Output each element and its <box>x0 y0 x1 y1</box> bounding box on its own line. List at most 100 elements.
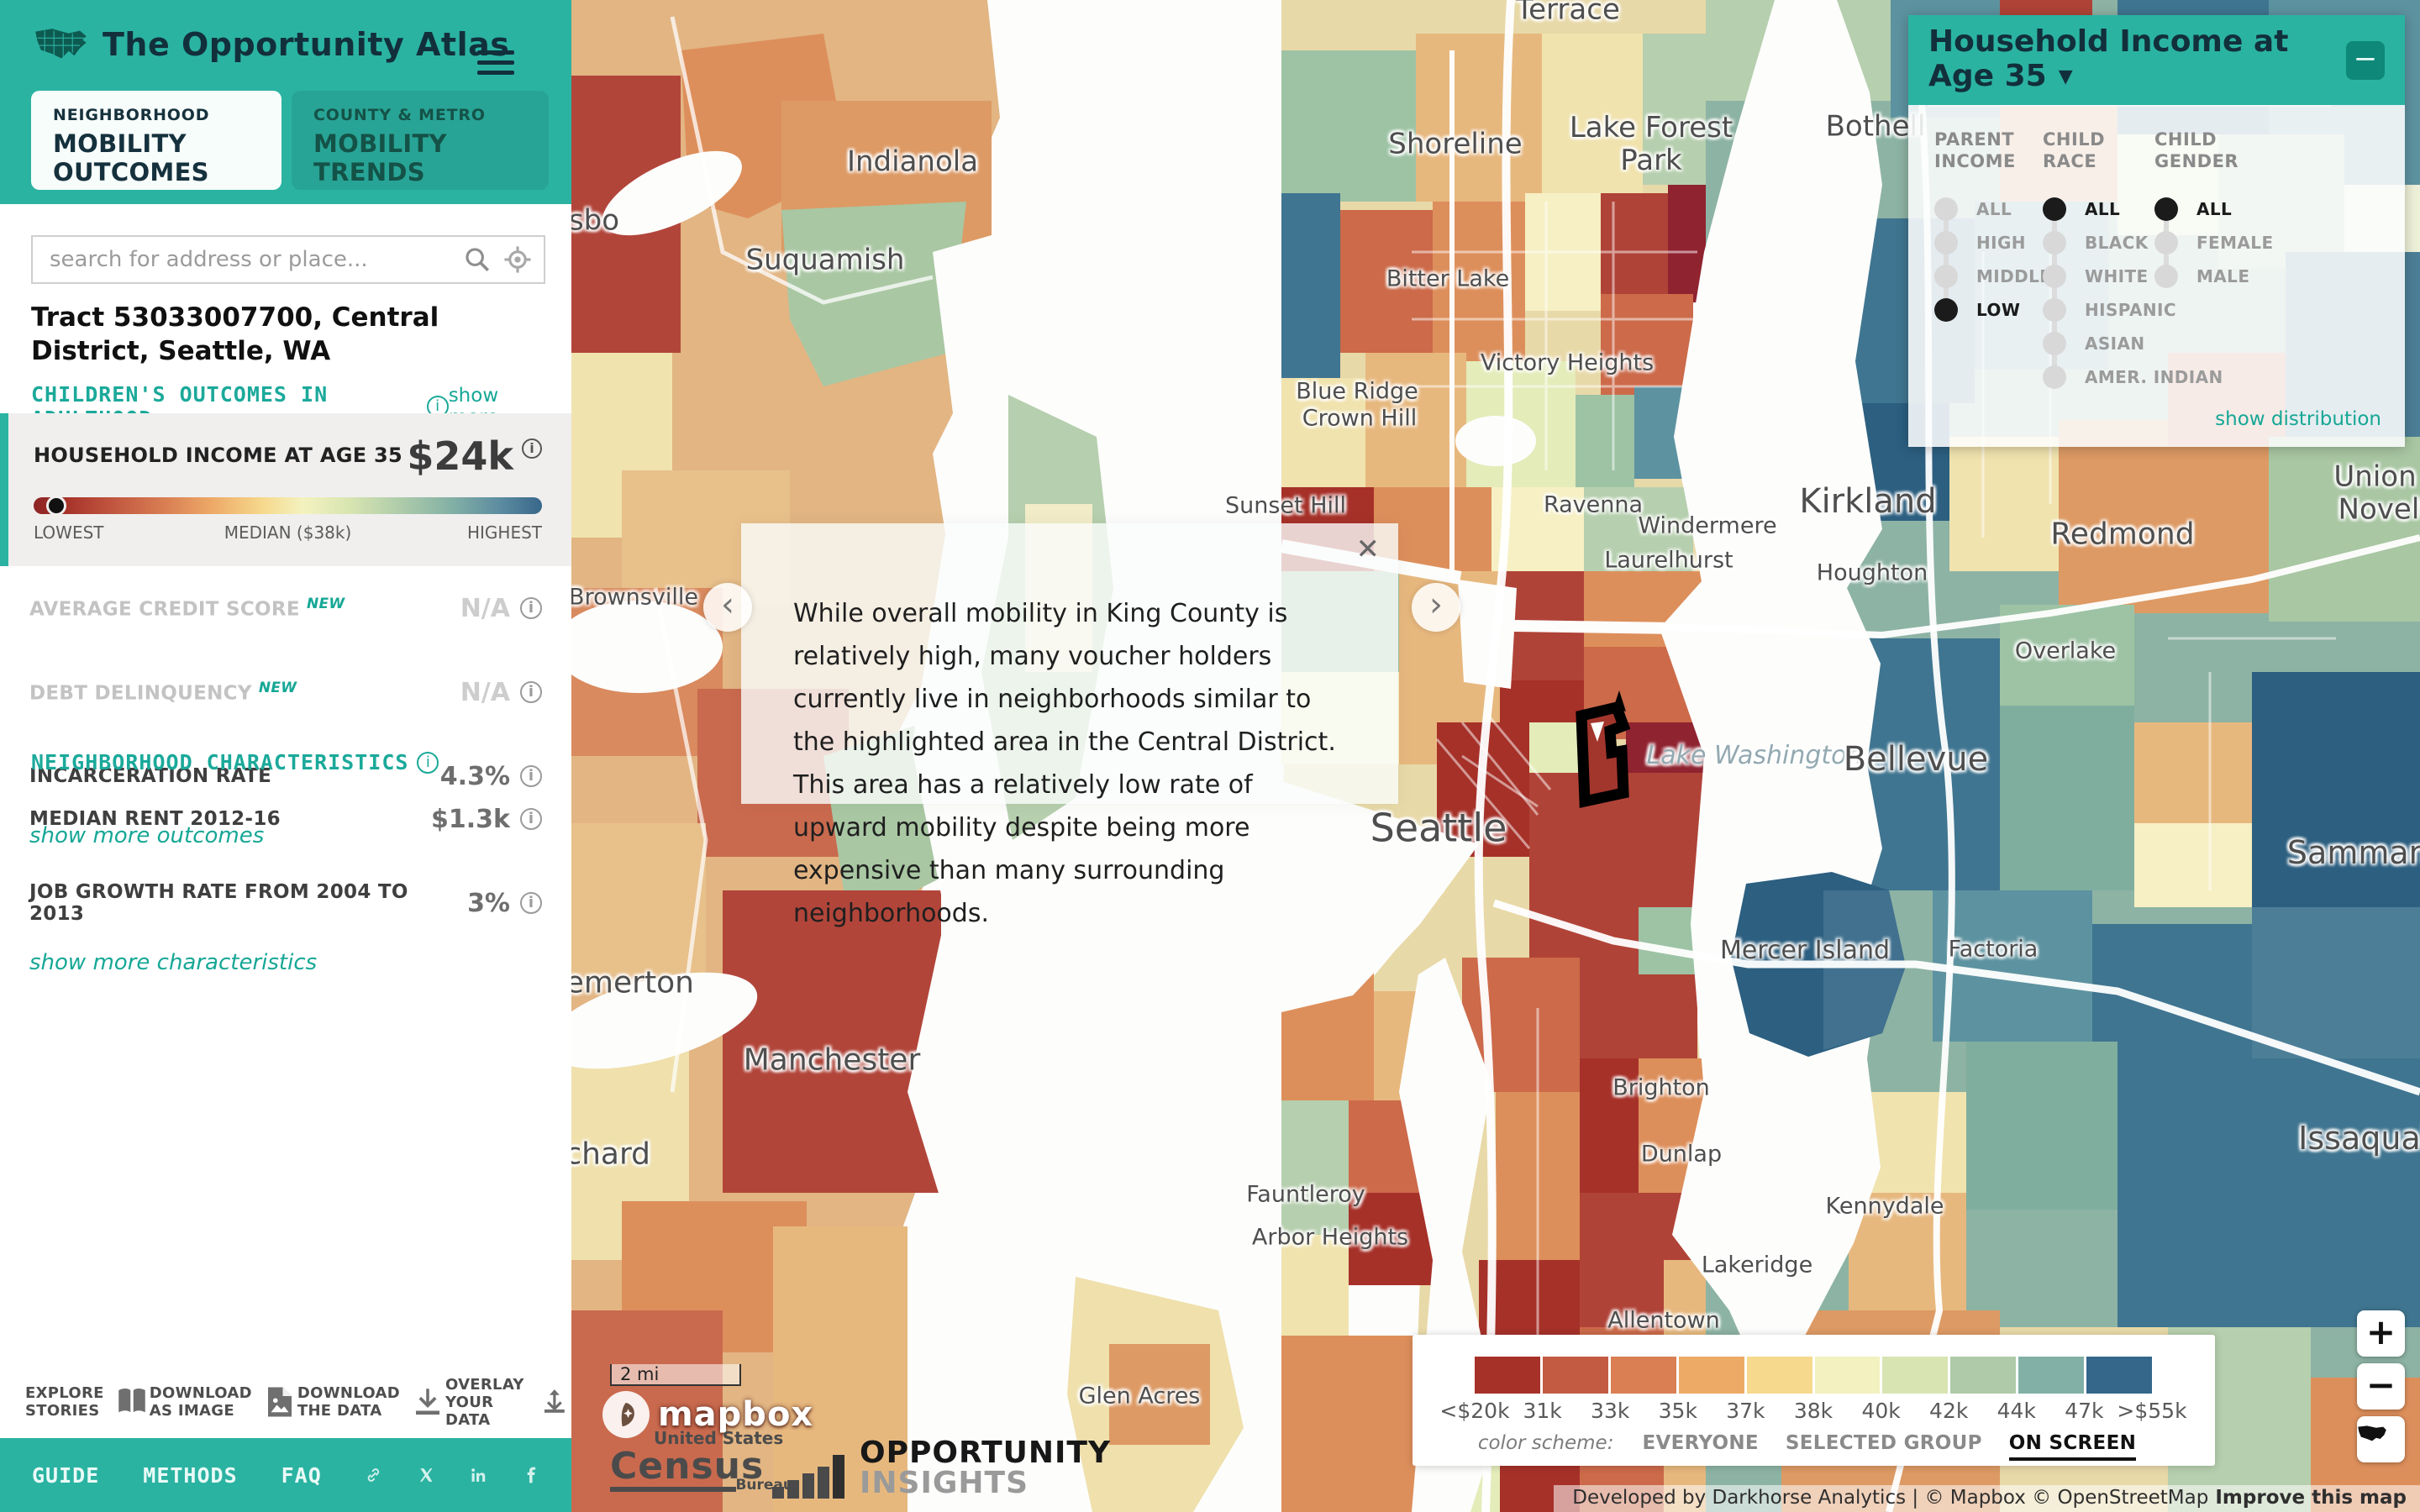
footer-link-methods[interactable]: METHODS <box>143 1462 238 1488</box>
info-icon[interactable]: i <box>520 808 542 830</box>
metric-row[interactable]: INCARCERATION RATE 4.3% i <box>0 734 571 818</box>
sidebar-footer: GUIDE METHODS FAQ <box>0 1438 571 1512</box>
slider-dot[interactable] <box>46 496 67 516</box>
filter-option-low[interactable]: LOW <box>1934 293 2051 327</box>
filter-option-all[interactable]: ALL <box>2043 192 2223 226</box>
show-more-outcomes-link[interactable]: show more outcomes <box>29 823 265 848</box>
legend-tick: 44k <box>1996 1399 2036 1423</box>
show-distribution-link[interactable]: show distribution <box>2215 408 2381 430</box>
improve-map-link[interactable]: Improve this map <box>2215 1487 2407 1509</box>
info-icon[interactable]: i <box>522 438 542 459</box>
filter-rail <box>2052 201 2057 377</box>
metric-filter-panel: Household Income at Age 35 ▼ − PARENT INC… <box>1908 15 2405 447</box>
info-icon[interactable]: i <box>520 681 542 703</box>
filter-option-all[interactable]: ALL <box>2154 192 2274 226</box>
menu-icon[interactable] <box>477 50 514 77</box>
filter-option-amer-indian[interactable]: AMER. INDIAN <box>2043 360 2223 394</box>
radio-dot <box>1934 265 1958 288</box>
color-scheme-option-selected-group[interactable]: SELECTED GROUP <box>1785 1432 1982 1454</box>
metric-value: 3% i <box>467 889 542 918</box>
zoom-out-button[interactable]: − <box>2357 1363 2405 1410</box>
metric-label: JOB GROWTH RATE FROM 2004 TO 2013 <box>29 881 408 925</box>
link-icon[interactable] <box>366 1460 381 1490</box>
legend-tick: 31k <box>1523 1399 1562 1423</box>
info-icon[interactable]: i <box>520 892 542 914</box>
color-scheme-label: color scheme: <box>1477 1432 1614 1454</box>
metric-value: 4.3% i <box>440 762 542 791</box>
radio-dot <box>1934 298 1958 322</box>
slider-label-highest: HIGHEST <box>466 522 542 543</box>
legend-tick: >$55k <box>2117 1399 2187 1423</box>
metric-value: N/A i <box>460 594 542 623</box>
legend-tick: 42k <box>1929 1399 1969 1423</box>
book-icon <box>114 1384 150 1420</box>
filter-option-label: FEMALE <box>2196 233 2274 253</box>
filter-option-white[interactable]: WHITE <box>2043 260 2223 293</box>
legend-tick: 40k <box>1861 1399 1901 1423</box>
action-book[interactable]: EXPLORE STORIES <box>25 1384 150 1420</box>
search-input[interactable] <box>33 247 463 272</box>
mapbox-icon <box>602 1391 650 1438</box>
filter-option-all[interactable]: ALL <box>1934 192 2051 226</box>
show-more-characteristics-link[interactable]: show more characteristics <box>29 950 318 975</box>
legend-segment <box>2086 1357 2153 1394</box>
zoom-in-button[interactable]: + <box>2357 1310 2405 1357</box>
panel-filters: PARENT INCOME ALL HIGH MIDDLE LOW CHILD RACE A… <box>1908 105 2405 447</box>
filter-option-black[interactable]: BLACK <box>2043 226 2223 260</box>
legend-segment <box>1950 1357 2017 1394</box>
metric-row[interactable]: AVERAGE CREDIT SCORE NEW N/A i <box>0 566 571 650</box>
filter-option-middle[interactable]: MIDDLE <box>1934 260 2051 293</box>
legend-ticks: <$20k 31k 33k 35k 37k 38k 40k 42k 44k 47k >$55k <box>1439 1399 2186 1424</box>
action-upload[interactable]: OVERLAY YOUR DATA <box>445 1376 570 1429</box>
metric-row-selected[interactable]: HOUSEHOLD INCOME AT AGE 35 $24k i LOWEST MED… <box>0 413 571 566</box>
new-badge: NEW <box>306 596 345 613</box>
legend-segment <box>2018 1357 2085 1394</box>
footer-link-faq[interactable]: FAQ <box>281 1462 322 1488</box>
tab-mobility-outcomes[interactable]: NEIGHBORHOOD MOBILITY OUTCOMES <box>31 91 281 190</box>
info-icon[interactable]: i <box>520 765 542 787</box>
filter-option-label: WHITE <box>2085 266 2149 286</box>
metric-row[interactable]: DEBT DELINQUENCY NEW N/A i <box>0 650 571 734</box>
filter-option-label: ALL <box>2085 199 2121 219</box>
action-download[interactable]: DOWNLOAD THE DATA <box>297 1384 445 1420</box>
sidebar-actions: EXPLORE STORIES DOWNLOAD AS IMAGE DOWNLOAD… <box>0 1366 571 1438</box>
metric-dropdown[interactable]: Household Income at Age 35 ▼ <box>1928 14 2331 107</box>
reset-view-us-button[interactable] <box>2357 1416 2405 1462</box>
close-icon[interactable]: ✕ <box>1355 533 1381 566</box>
radio-dot <box>2043 265 2066 288</box>
filter-option-label: LOW <box>1976 300 2021 320</box>
selected-tract-outline[interactable] <box>1576 690 1631 808</box>
facebook-icon[interactable] <box>523 1460 539 1490</box>
census-bureau-logo[interactable]: United States Census Bureau <box>610 1428 793 1494</box>
panel-minimize-button[interactable]: − <box>2346 40 2385 80</box>
characteristic-row[interactable]: MEDIAN RENT 2012-16 $1.3k i <box>0 777 571 861</box>
mapbox-logo[interactable]: mapbox <box>602 1388 813 1441</box>
search-icon[interactable] <box>463 245 492 274</box>
filter-option-hispanic[interactable]: HISPANIC <box>2043 293 2223 327</box>
locate-icon[interactable] <box>503 245 532 274</box>
map-canvas[interactable]: Terrace Indianola Suquamish sbo Shoreline Lak… <box>571 0 2420 1512</box>
filter-rail <box>1944 201 1949 310</box>
filter-option-male[interactable]: MALE <box>2154 260 2274 293</box>
color-scheme-option-on-screen[interactable]: ON SCREEN <box>2008 1432 2137 1461</box>
linkedin-icon[interactable] <box>471 1460 487 1490</box>
color-scheme-option-everyone[interactable]: EVERYONE <box>1642 1432 1759 1454</box>
radio-dot <box>2043 365 2066 389</box>
story-prev-button[interactable]: ‹ <box>703 583 752 632</box>
action-label: DOWNLOAD AS IMAGE <box>149 1384 252 1420</box>
filter-option-asian[interactable]: ASIAN <box>2043 327 2223 360</box>
x-icon[interactable] <box>418 1460 434 1490</box>
story-next-button[interactable]: › <box>1412 583 1460 632</box>
characteristic-row[interactable]: JOB GROWTH RATE FROM 2004 TO 2013 3% i <box>0 861 571 945</box>
info-icon[interactable]: i <box>520 597 542 619</box>
tab-mobility-trends[interactable]: COUNTY & METRO MOBILITY TRENDS <box>292 91 549 190</box>
footer-link-guide[interactable]: GUIDE <box>32 1462 100 1488</box>
opportunity-insights-logo[interactable]: OPPORTUNITY INSIGHTS <box>772 1438 1111 1499</box>
action-image[interactable]: DOWNLOAD AS IMAGE <box>150 1384 297 1420</box>
info-icon[interactable]: i <box>417 751 439 774</box>
action-label: EXPLORE STORIES <box>25 1384 104 1420</box>
filter-heading: CHILD RACE <box>2043 129 2106 171</box>
metric-slider[interactable]: LOWEST MEDIAN ($38k) HIGHEST <box>34 496 542 543</box>
filter-option-high[interactable]: HIGH <box>1934 226 2051 260</box>
filter-option-female[interactable]: FEMALE <box>2154 226 2274 260</box>
